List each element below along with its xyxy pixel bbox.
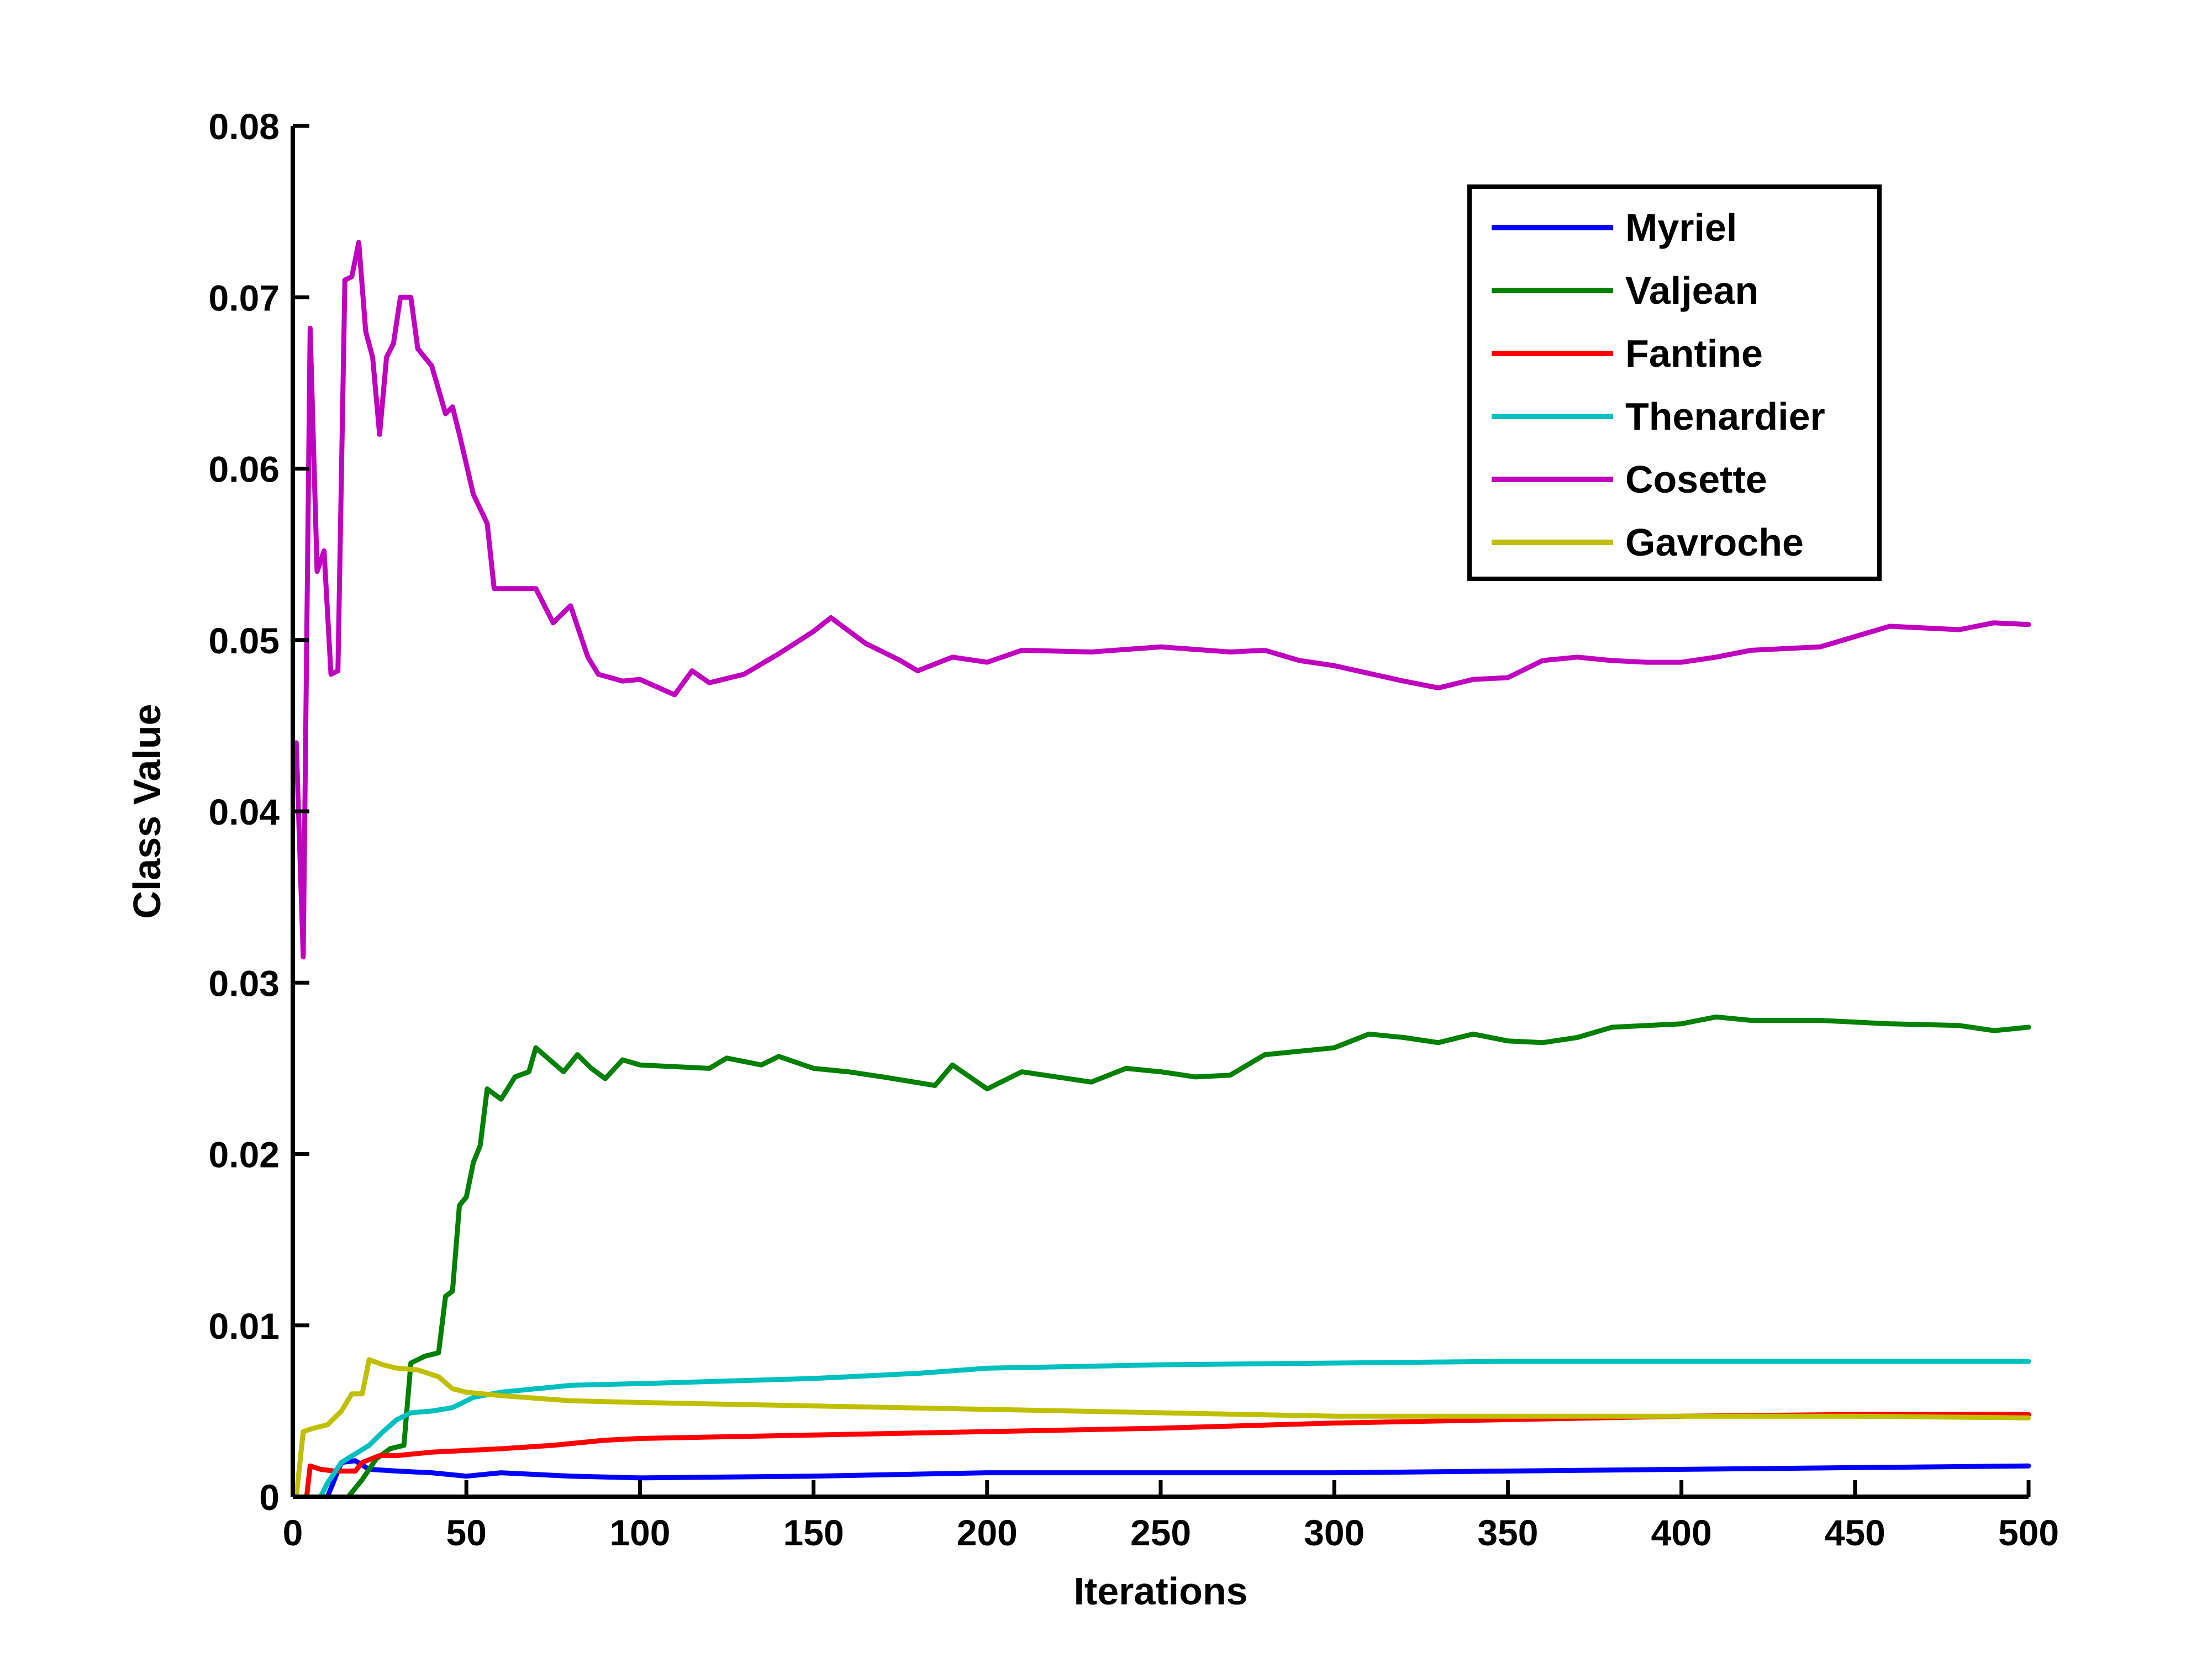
legend-label: Fantine [1625,332,1763,375]
series-line-thenardier [318,1359,2031,1499]
y-tick-label: 0.01 [209,1306,280,1347]
x-tick-label: 450 [1825,1512,1886,1553]
legend-label: Thenardier [1625,395,1825,438]
x-tick-label: 400 [1651,1512,1712,1553]
x-tick-label: 350 [1477,1512,1538,1553]
legend-label: Myriel [1625,206,1737,249]
y-axis-label: Class Value [125,704,168,918]
y-tick-label: 0.04 [209,791,280,832]
y-tick-label: 0 [259,1477,280,1518]
legend-label: Valjean [1625,269,1758,312]
x-tick-label: 300 [1304,1512,1365,1553]
x-tick-label: 250 [1130,1512,1191,1553]
legend: Myriel Valjean Fantine Thenardier Cosette Gav… [1467,184,1882,581]
y-tick-label: 0.07 [209,277,280,318]
y-tick-label: 0.03 [209,963,280,1004]
y-tick-label: 0.02 [209,1134,280,1175]
y-tick-label: 0.06 [209,449,280,490]
axes-layer: 0 50 100 150 200 250 300 350 400 450 500 0 0.01 0.02 0… [209,106,2060,1553]
series-layer [293,240,2031,1499]
series-line-fantine [304,1412,2031,1499]
x-tick-label: 150 [783,1512,844,1553]
legend-label: Gavroche [1625,521,1804,564]
series-line-valjean [346,1014,2031,1499]
series-line-myriel [325,1458,2031,1499]
x-tick-label: 200 [957,1512,1018,1553]
x-tick-label: 50 [446,1512,486,1553]
x-axis-label: Iterations [1073,1570,1247,1613]
legend-box [1467,184,1882,581]
y-tick-label: 0.05 [209,620,280,661]
y-tick-label: 0.08 [209,106,280,147]
series-line-gavroche [293,1357,2031,1499]
series-line-cosette [293,240,2031,960]
legend-label: Cosette [1625,458,1767,501]
x-tick-label: 500 [1998,1512,2059,1553]
x-tick-label: 100 [609,1512,670,1553]
x-tick-label: 0 [283,1512,303,1553]
